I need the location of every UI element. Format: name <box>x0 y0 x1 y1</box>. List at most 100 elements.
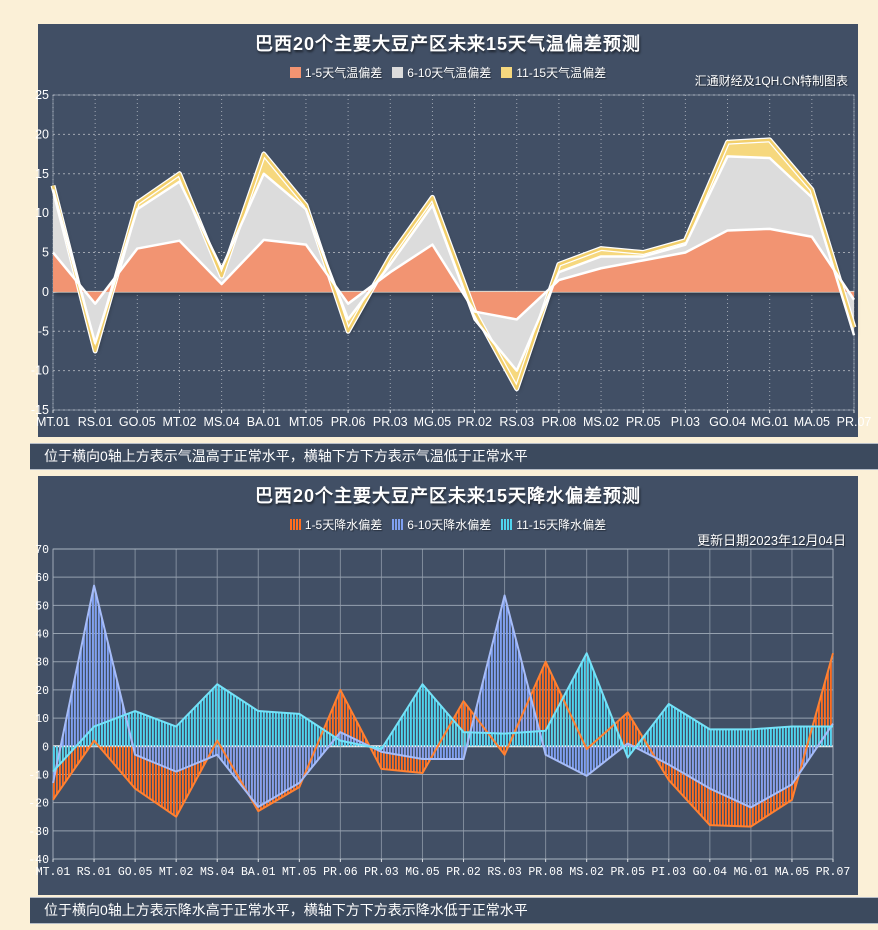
series-area-1 <box>53 585 833 808</box>
legend-swatch-0 <box>289 67 301 78</box>
y-axis-label: 15 <box>35 167 49 181</box>
x-axis-label: PR.07 <box>816 866 851 879</box>
series-line-0 <box>52 653 834 828</box>
x-axis-label: PR.08 <box>542 415 577 429</box>
series-line-2 <box>52 652 833 773</box>
x-axis-label: MG.01 <box>751 415 789 429</box>
legend-item-0[interactable]: 1-5天降水偏差 <box>289 516 383 533</box>
legend-label-0: 1-5天降水偏差 <box>304 518 383 532</box>
y-axis-label: 25 <box>35 88 49 102</box>
temperature-chart[interactable]: -15 -10 -5 0 5 10 15 20 25 MT.01 RS.01 GO.05 MT.02 MS… <box>31 24 871 437</box>
legend-item-0[interactable]: 1-5天气温偏差 <box>289 64 383 81</box>
x-axis-label: PI.03 <box>671 415 700 429</box>
x-axis-label: PR.05 <box>610 866 645 879</box>
x-axis-label: MT.05 <box>282 866 317 879</box>
legend-label-2: 11-15天降水偏差 <box>516 518 607 532</box>
temperature-chart-panel: 巴西20个主要大豆产区未来15天气温偏差预测 1-5天气温偏差 6-10天气温偏差… <box>31 24 871 437</box>
x-axis-label: GO.04 <box>693 866 728 879</box>
x-axis-label: MG.01 <box>734 866 769 879</box>
series-line-0 <box>52 227 856 321</box>
legend-swatch-1 <box>392 519 404 530</box>
x-axis-label: MT.01 <box>36 866 71 879</box>
y-axis-label: 10 <box>35 713 49 726</box>
x-axis-label: MT.05 <box>289 415 323 429</box>
x-axis-label: RS.03 <box>499 415 534 429</box>
x-axis-label: PR.05 <box>626 415 661 429</box>
y-axis-label: 0 <box>42 285 49 299</box>
series-area-2 <box>53 653 833 772</box>
x-axis-label: GO.05 <box>118 866 153 879</box>
update-date-note: 更新日期2023年12月04日 <box>697 533 846 548</box>
y-axis-label: -20 <box>28 798 49 811</box>
x-axis-label: GO.04 <box>709 415 746 429</box>
y-axis-label: 60 <box>35 572 49 585</box>
series-line-2 <box>51 138 856 390</box>
x-axis-label: PI.03 <box>652 866 687 879</box>
legend-label-0: 1-5天气温偏差 <box>304 66 383 80</box>
y-axis-label: -10 <box>31 364 49 378</box>
series-line-1 <box>52 584 834 809</box>
y-axis-label: 70 <box>35 544 49 557</box>
x-axis-label: MG.05 <box>405 866 440 879</box>
x-axis-label: MS.04 <box>204 415 240 429</box>
source-note: 汇通财经及1QH.CN特制图表 <box>694 74 848 88</box>
legend-item-2[interactable]: 11-15天气温偏差 <box>501 64 606 81</box>
precipitation-legend: 1-5天降水偏差 6-10天降水偏差 11-15天降水偏差 <box>38 516 858 533</box>
x-axis-label: PR.07 <box>837 415 872 429</box>
y-axis-label: -5 <box>38 324 49 338</box>
y-axis-label: 0 <box>42 741 49 754</box>
y-axis-label: -15 <box>31 403 49 417</box>
precipitation-caption-bar: 位于横向0轴上方表示降水高于正常水平，横轴下方下方表示降水低于正常水平 <box>30 897 878 924</box>
legend-label-1: 6-10天气温偏差 <box>407 66 492 80</box>
legend-label-1: 6-10天降水偏差 <box>407 518 492 532</box>
x-axis-label: PR.02 <box>457 415 492 429</box>
y-axis-label: 40 <box>35 629 49 642</box>
x-axis-label: GO.05 <box>119 415 156 429</box>
precipitation-caption-text: 位于横向0轴上方表示降水高于正常水平，横轴下方下方表示降水低于正常水平 <box>44 902 528 918</box>
x-axis-label: PR.03 <box>364 866 399 879</box>
x-axis-label: MA.05 <box>775 866 810 879</box>
legend-label-2: 11-15天气温偏差 <box>516 66 607 80</box>
precipitation-chart-panel: 巴西20个主要大豆产区未来15天降水偏差预测 1-5天降水偏差 6-10天降水偏差… <box>28 476 858 895</box>
x-axis-label: MT.01 <box>36 415 70 429</box>
x-axis-label: MS.02 <box>583 415 619 429</box>
legend-swatch-1 <box>392 67 404 78</box>
x-axis-label: RS.03 <box>487 866 522 879</box>
legend-item-1[interactable]: 6-10天降水偏差 <box>392 516 491 533</box>
y-axis-label: 10 <box>35 206 49 220</box>
y-axis-label: 5 <box>42 246 49 260</box>
legend-item-2[interactable]: 11-15天降水偏差 <box>501 516 606 533</box>
legend-item-1[interactable]: 6-10天气温偏差 <box>392 64 491 81</box>
y-axis-label: -10 <box>28 769 49 782</box>
x-axis-label: BA.01 <box>247 415 281 429</box>
precipitation-chart[interactable]: -40 -30 -20 -10 0 10 20 30 40 50 60 70 MT.01 RS.01 GO.… <box>28 476 858 895</box>
y-axis-label: 50 <box>35 600 49 613</box>
x-axis-label: BA.01 <box>241 866 276 879</box>
y-axis-label: -40 <box>28 854 49 867</box>
y-axis-label: 30 <box>35 657 49 670</box>
y-axis-label: 20 <box>35 685 49 698</box>
temperature-caption-bar: 位于横向0轴上方表示气温高于正常水平，横轴下方下方表示气温低于正常水平 <box>30 443 878 470</box>
y-axis-label: -30 <box>28 826 49 839</box>
x-axis-label: PR.08 <box>528 866 563 879</box>
x-axis-label: MT.02 <box>162 415 196 429</box>
x-axis-label: PR.06 <box>331 415 366 429</box>
x-axis-label: MT.02 <box>159 866 194 879</box>
x-axis-label: MA.05 <box>794 415 830 429</box>
legend-swatch-2 <box>501 519 513 530</box>
series-line-1 <box>51 155 856 372</box>
x-axis-label: MS.04 <box>200 866 235 879</box>
x-axis-label: PR.02 <box>446 866 481 879</box>
temperature-caption-text: 位于横向0轴上方表示气温高于正常水平，横轴下方下方表示气温低于正常水平 <box>44 448 528 464</box>
x-axis-label: RS.01 <box>77 866 112 879</box>
temperature-chart-title: 巴西20个主要大豆产区未来15天气温偏差预测 <box>254 34 642 54</box>
y-axis-label: 20 <box>35 127 49 141</box>
x-axis-label: PR.03 <box>373 415 408 429</box>
x-axis-label: MS.02 <box>569 866 604 879</box>
legend-swatch-0 <box>289 519 301 530</box>
temperature-legend: 1-5天气温偏差 6-10天气温偏差 11-15天气温偏差 <box>38 64 858 81</box>
x-axis-label: MG.05 <box>414 415 452 429</box>
x-axis-label: RS.01 <box>78 415 113 429</box>
legend-swatch-2 <box>501 67 513 78</box>
